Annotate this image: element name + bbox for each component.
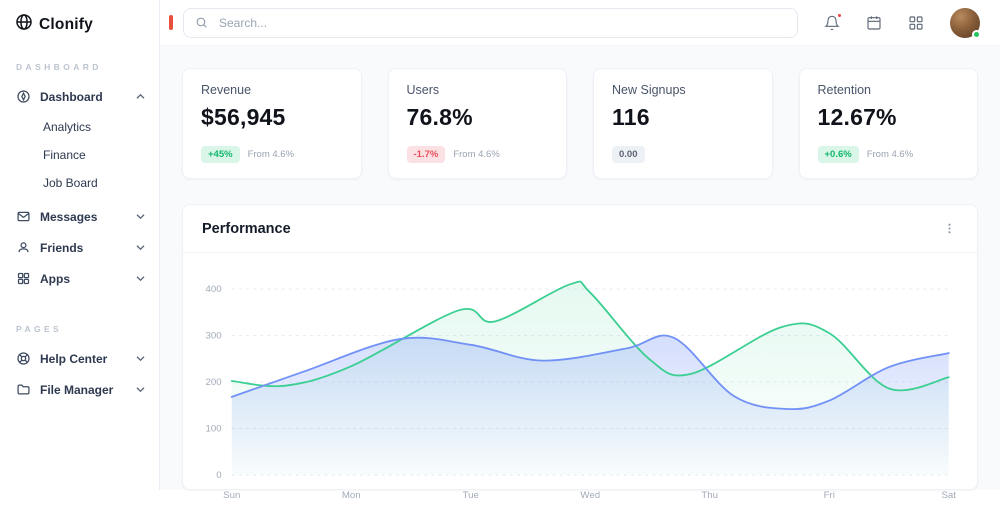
sidebar-item-dashboard[interactable]: Dashboard xyxy=(0,81,159,112)
chevron-down-icon xyxy=(136,386,145,393)
search-bar[interactable] xyxy=(183,7,798,38)
main-area: Revenue $56,945 +45% From 4.6% Users 76.… xyxy=(160,0,1000,501)
stat-value: 116 xyxy=(612,104,650,130)
stat-title: Revenue xyxy=(201,83,252,97)
sidebar-item-label: File Manager xyxy=(40,382,114,397)
stat-value: 76.8% xyxy=(406,104,473,130)
stat-value: 12.67% xyxy=(817,104,897,130)
kebab-menu-icon[interactable] xyxy=(941,220,958,237)
stat-card-revenue[interactable]: Revenue $56,945 +45% From 4.6% xyxy=(182,68,362,179)
brand-name: Clonify xyxy=(39,15,93,33)
lifebuoy-icon xyxy=(16,351,31,366)
topbar-icons xyxy=(824,7,981,39)
svg-text:300: 300 xyxy=(205,331,221,342)
performance-panel: Performance 0 100 200 300 400 Sun Mon Tue Wed Thu… xyxy=(182,204,978,501)
svg-text:Tue: Tue xyxy=(463,490,479,501)
svg-text:0: 0 xyxy=(216,470,221,481)
stat-cards-row: Revenue $56,945 +45% From 4.6% Users 76.… xyxy=(182,68,978,179)
svg-text:400: 400 xyxy=(205,284,221,295)
sidebar: Clonify Dashboard Dashboard Analytics Fi… xyxy=(0,0,160,490)
user-icon xyxy=(16,240,31,255)
compass-icon xyxy=(16,89,31,104)
trend-badge: -1.7% xyxy=(406,146,446,163)
svg-text:Sat: Sat xyxy=(941,490,956,501)
svg-text:Wed: Wed xyxy=(580,490,600,501)
sidebar-item-label: Help Center xyxy=(40,351,108,366)
stat-card-new-signups[interactable]: New Signups 116 0.00 xyxy=(593,68,773,179)
section-label-pages: Pages xyxy=(16,324,63,334)
user-avatar[interactable] xyxy=(950,7,981,39)
sidebar-item-label: Apps xyxy=(40,271,70,286)
online-status-dot xyxy=(972,29,981,39)
dashboard-submenu: Analytics Finance Job Board xyxy=(0,112,159,201)
svg-text:200: 200 xyxy=(205,377,221,388)
sidebar-item-messages[interactable]: Messages xyxy=(0,201,159,232)
chevron-down-icon xyxy=(136,275,145,282)
stat-value: $56,945 xyxy=(201,104,286,130)
sidebar-item-friends[interactable]: Friends xyxy=(0,232,159,263)
calendar-icon[interactable] xyxy=(866,15,882,31)
folder-icon xyxy=(16,382,31,397)
sidebar-subitem-analytics[interactable]: Analytics xyxy=(43,120,92,134)
stat-card-users[interactable]: Users 76.8% -1.7% From 4.6% xyxy=(387,68,567,179)
section-label-dashboard: Dashboard xyxy=(16,62,102,72)
stat-card-retention[interactable]: Retention 12.67% +0.6% From 4.6% xyxy=(798,68,978,179)
search-input[interactable] xyxy=(217,14,786,31)
stat-title: New Signups xyxy=(612,83,686,97)
search-icon xyxy=(195,16,208,29)
sidebar-item-label: Messages xyxy=(40,209,98,224)
performance-panel-header: Performance xyxy=(183,205,977,253)
sidebar-subitem-job-board[interactable]: Job Board xyxy=(43,176,98,190)
trend-badge: +45% xyxy=(201,146,240,163)
stat-title: Users xyxy=(406,83,440,97)
svg-text:Mon: Mon xyxy=(342,490,361,501)
chevron-down-icon xyxy=(136,244,145,251)
trend-badge: 0.00 xyxy=(612,146,645,163)
stat-note: From 4.6% xyxy=(453,149,500,160)
notification-dot xyxy=(837,12,842,18)
chevron-up-icon xyxy=(136,93,145,100)
trend-badge: +0.6% xyxy=(817,146,859,163)
brand-logo[interactable]: Clonify xyxy=(0,13,159,36)
grid-icon xyxy=(16,271,31,286)
topbar xyxy=(160,0,1000,46)
stat-note: From 4.6% xyxy=(866,149,914,160)
sidebar-item-apps[interactable]: Apps xyxy=(0,263,159,294)
sidebar-subitem-finance[interactable]: Finance xyxy=(43,148,86,162)
svg-text:Sun: Sun xyxy=(223,490,240,501)
sidebar-item-file-manager[interactable]: File Manager xyxy=(0,374,159,405)
sidebar-item-help-center[interactable]: Help Center xyxy=(0,343,159,374)
svg-text:Thu: Thu xyxy=(701,490,718,501)
panel-title: Performance xyxy=(202,220,291,237)
stat-note: From 4.6% xyxy=(247,149,295,160)
stat-title: Retention xyxy=(817,83,872,97)
svg-text:100: 100 xyxy=(205,424,221,435)
performance-chart: 0 100 200 300 400 Sun Mon Tue Wed Thu Fri Sat xyxy=(183,253,977,507)
dashboard-content: Revenue $56,945 +45% From 4.6% Users 76.… xyxy=(160,46,1000,501)
mail-icon xyxy=(16,209,31,224)
sidebar-item-label: Friends xyxy=(40,240,84,255)
clonify-logo-icon xyxy=(15,13,33,36)
chevron-down-icon xyxy=(136,355,145,362)
topbar-accent-bar xyxy=(169,15,173,30)
svg-text:Fri: Fri xyxy=(824,490,835,501)
sidebar-item-label: Dashboard xyxy=(40,89,103,104)
apps-grid-icon[interactable] xyxy=(908,15,924,31)
chevron-down-icon xyxy=(136,213,145,220)
notifications-bell-icon[interactable] xyxy=(824,12,842,31)
